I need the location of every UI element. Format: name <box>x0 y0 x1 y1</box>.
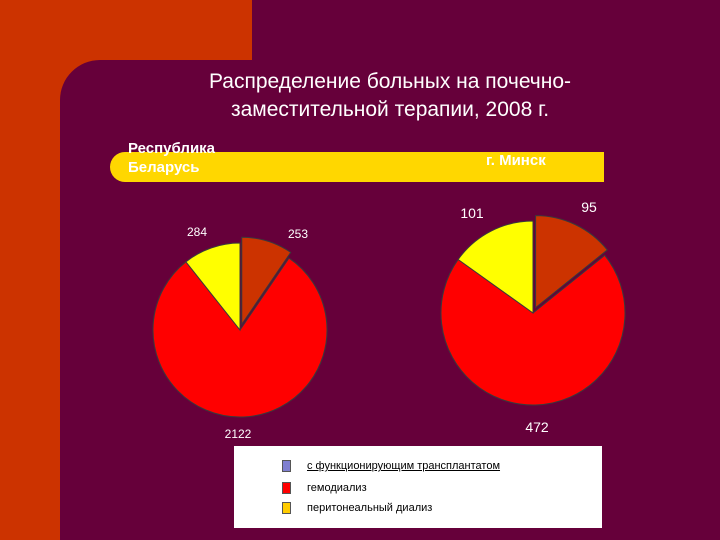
title-line-1: Распределение больных на почечно- <box>208 70 572 93</box>
slice-hemodialysis-belarus <box>152 257 328 418</box>
panel-label-minsk: г. Минск <box>486 152 546 169</box>
slice-hemodialysis-minsk <box>440 254 626 406</box>
panel-label-belarus-line-1: Республика <box>128 140 216 157</box>
slice-peritoneal-belarus <box>185 242 241 332</box>
legend-label-peritoneal: перитонеальный диализ <box>307 502 433 514</box>
data-label-peritoneal-minsk: 101 <box>460 205 484 221</box>
panel-label-belarus: Республика Беларусь <box>128 139 215 177</box>
slice-transplant-belarus <box>241 236 292 326</box>
header-band <box>110 152 604 182</box>
data-label-hemodialysis-minsk: 472 <box>525 419 549 435</box>
legend-swatch-transplant <box>282 460 291 472</box>
pie-chart-minsk: 95 472 101 <box>440 199 626 435</box>
legend-item-transplant: с функционирующим трансплантатом <box>282 458 500 474</box>
data-label-transplant-belarus: 253 <box>288 227 308 241</box>
legend-label-hemodialysis: гемодиализ <box>307 482 367 494</box>
panel-label-belarus-line-2: Беларусь <box>128 159 200 176</box>
legend-item-hemodialysis: гемодиализ <box>282 480 367 496</box>
data-label-transplant-minsk: 95 <box>581 199 597 215</box>
legend-swatch-peritoneal <box>282 502 291 514</box>
legend-label-transplant: с функционирующим трансплантатом <box>307 460 501 472</box>
legend: с функционирующим трансплантатом гемодиа… <box>234 446 602 528</box>
pie-chart-belarus: 253 2122 284 <box>152 225 328 441</box>
title-line-2: заместительной терапии, 2008 г. <box>230 98 550 121</box>
legend-swatch-hemodialysis <box>282 482 291 494</box>
slice-transplant-minsk <box>535 215 608 309</box>
legend-item-peritoneal: перитонеальный диализ <box>282 500 432 516</box>
data-label-hemodialysis-belarus: 2122 <box>225 427 252 441</box>
data-label-peritoneal-belarus: 284 <box>187 225 207 239</box>
slice-peritoneal-minsk <box>457 220 534 314</box>
slide-title: Распределение больных на почечно- замест… <box>100 68 680 124</box>
